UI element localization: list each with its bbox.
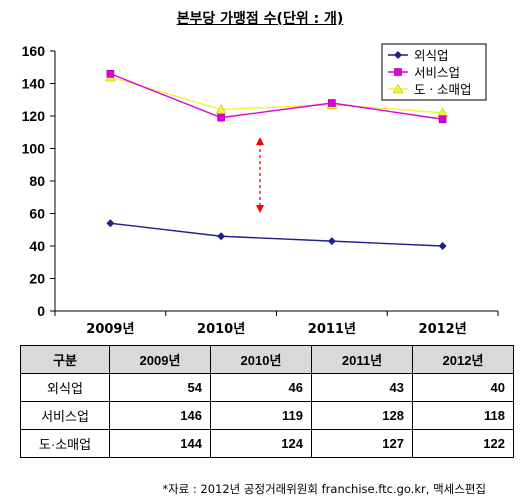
table-cell: 118 bbox=[412, 401, 514, 430]
legend-label: 외식업 bbox=[414, 48, 449, 63]
legend-label: 서비스업 bbox=[414, 65, 460, 80]
series-line bbox=[110, 222, 443, 247]
y-tick-label: 120 bbox=[22, 108, 46, 124]
x-tick-label: 2010년 bbox=[197, 322, 245, 337]
y-tick-label: 80 bbox=[29, 173, 45, 189]
table-corner-cell: 구분 bbox=[20, 345, 110, 374]
y-tick-label: 160 bbox=[22, 43, 46, 59]
data-table: 구분 2009년 2010년 2011년 2012년 외식업 54 46 43 … bbox=[20, 345, 514, 458]
x-tick-label: 2009년 bbox=[86, 322, 134, 337]
data-point-marker bbox=[327, 237, 336, 246]
table-cell: 146 bbox=[109, 401, 211, 430]
chart-title: 본부당 가맹점 수(단위 : 개) bbox=[176, 11, 344, 27]
table-col-header: 2012년 bbox=[412, 345, 514, 374]
table-cell: 119 bbox=[210, 401, 312, 430]
data-point-marker bbox=[394, 51, 402, 59]
series-line bbox=[110, 76, 443, 114]
y-tick-label: 20 bbox=[29, 271, 45, 287]
line-chart: 0 20 40 60 80 100 120 140 160 2009년 2010년 2011년 2012… bbox=[22, 43, 499, 337]
data-point-marker bbox=[438, 242, 447, 250]
table-cell: 122 bbox=[412, 429, 514, 458]
table-cell: 40 bbox=[412, 373, 514, 402]
table-row: 서비스업 146 119 128 118 bbox=[20, 401, 514, 430]
data-point-marker bbox=[217, 232, 226, 241]
data-point-marker bbox=[394, 68, 402, 76]
table-row-label: 외식업 bbox=[20, 373, 110, 402]
table-cell: 127 bbox=[311, 429, 413, 458]
legend-label: 도ㆍ소매업 bbox=[414, 82, 472, 97]
table-col-header: 2011년 bbox=[311, 345, 413, 374]
data-point-marker bbox=[392, 83, 404, 94]
table-col-header: 2009년 bbox=[109, 345, 211, 374]
data-point-marker bbox=[106, 69, 115, 78]
data-point-marker bbox=[215, 103, 227, 114]
data-point-marker bbox=[438, 115, 447, 124]
series-line bbox=[110, 73, 443, 120]
table-cell: 144 bbox=[109, 429, 211, 458]
y-tick-label: 60 bbox=[29, 206, 45, 222]
x-tick-label: 2012년 bbox=[419, 322, 467, 337]
table-cell: 124 bbox=[210, 429, 312, 458]
annotation-arrow-head-up bbox=[256, 137, 264, 145]
table-cell: 43 bbox=[311, 373, 413, 402]
annotation-arrow-head-down bbox=[256, 205, 264, 213]
y-tick-label: 0 bbox=[37, 303, 45, 319]
table-row-label: 도·소매업 bbox=[20, 429, 110, 458]
data-point-marker bbox=[217, 113, 225, 122]
table-cell: 46 bbox=[210, 373, 312, 402]
table-row-label: 서비스업 bbox=[20, 401, 110, 430]
table-header-row: 구분 2009년 2010년 2011년 2012년 bbox=[20, 345, 514, 374]
table-row: 외식업 54 46 43 40 bbox=[20, 373, 514, 402]
table-col-header: 2010년 bbox=[210, 345, 312, 374]
y-tick-label: 40 bbox=[29, 238, 45, 254]
source-note: *자료 : 2012년 공정거래위원회 franchise.ftc.go.kr,… bbox=[162, 482, 486, 496]
y-tick-label: 140 bbox=[22, 76, 46, 92]
table-row: 도·소매업 144 124 127 122 bbox=[20, 429, 514, 458]
x-tick-label: 2011년 bbox=[308, 322, 356, 337]
y-tick-label: 100 bbox=[22, 141, 46, 157]
table-cell: 54 bbox=[109, 373, 211, 402]
data-point-marker bbox=[328, 99, 336, 107]
table-cell: 128 bbox=[311, 401, 413, 430]
data-point-marker bbox=[106, 219, 115, 228]
